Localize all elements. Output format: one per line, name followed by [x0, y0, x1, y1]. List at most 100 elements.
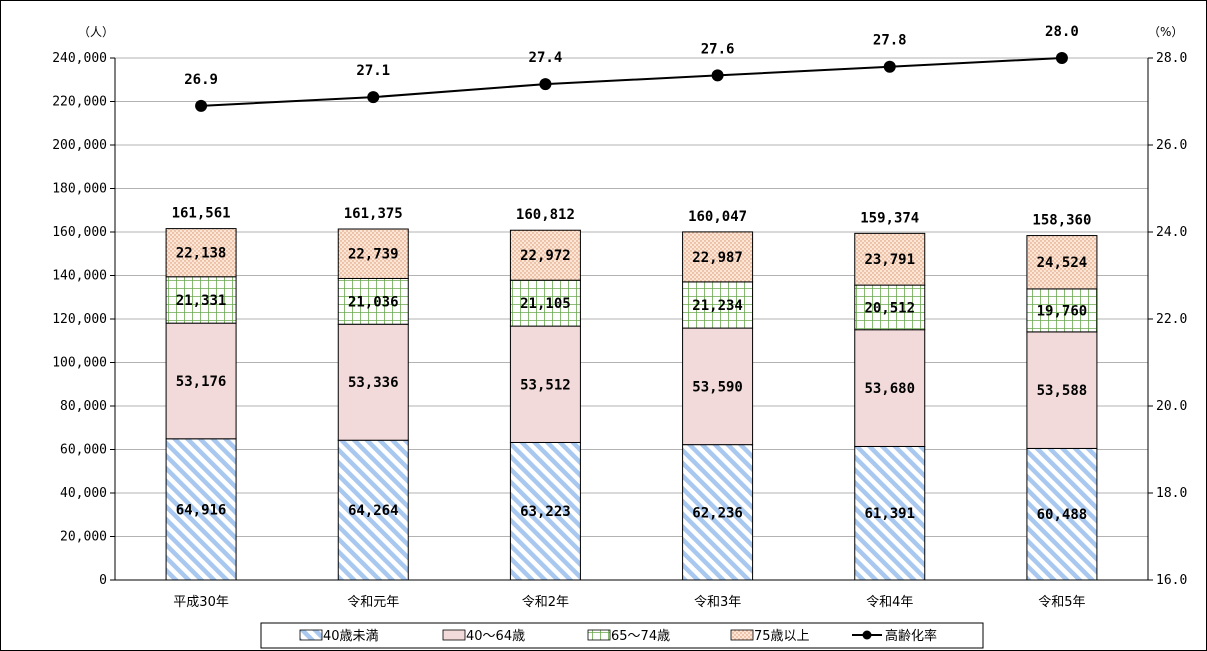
- y-left-tick-label: 240,000: [52, 51, 107, 66]
- legend-label: 65～74歳: [611, 629, 670, 644]
- segment-data-label: 22,739: [348, 247, 399, 263]
- aging-rate-data-label: 28.0: [1045, 24, 1079, 40]
- total-data-label: 159,374: [860, 210, 919, 226]
- bar-segment-4: [337, 228, 409, 279]
- bar-segment-2: [854, 329, 926, 447]
- y-left-unit: （人）: [78, 25, 114, 39]
- bars: [165, 228, 1098, 581]
- y-left-tick-label: 0: [99, 573, 107, 588]
- legend-swatch-pink: [442, 629, 466, 641]
- aging-rate-point: [883, 60, 896, 73]
- bar-segment-3: [1026, 288, 1098, 333]
- legend-swatch-stripes: [299, 629, 323, 641]
- y-right-tick-label: 24.0: [1156, 225, 1187, 240]
- segment-data-label: 64,916: [176, 502, 227, 518]
- segment-data-label: 53,512: [520, 377, 571, 393]
- segment-data-label: 22,972: [520, 248, 571, 264]
- segment-data-label: 20,512: [864, 300, 915, 316]
- aging-rate-data-label: 26.9: [184, 72, 218, 88]
- axes: 0 20,000 40,000 60,000 80,000 100,000 120,000 1…: [52, 51, 1187, 610]
- y-right-tick-label: 28.0: [1156, 51, 1187, 66]
- y-left-tick-label: 100,000: [52, 356, 107, 371]
- bar-segment-1: [337, 439, 409, 581]
- y-left-tick-label: 200,000: [52, 138, 107, 153]
- x-tick-label: 令和5年: [1038, 595, 1085, 610]
- legend-swatch-dots: [730, 629, 754, 641]
- data-labels: 64,916 53,176 21,331 22,138 161,561 64,264 53,…: [172, 24, 1092, 523]
- bar-segment-3: [509, 279, 581, 327]
- total-data-label: 161,375: [344, 206, 403, 222]
- y-left-tick-label: 160,000: [52, 225, 107, 240]
- y-left-tick-label: 140,000: [52, 269, 107, 284]
- segment-data-label: 53,590: [692, 379, 743, 395]
- bar-segment-1: [1026, 447, 1098, 581]
- legend-label: 40～64歳: [466, 629, 525, 644]
- bar-segment-3: [854, 284, 926, 331]
- aging-rate-point: [367, 91, 380, 104]
- bar-segment-3: [337, 277, 409, 325]
- bar-segment-4: [854, 232, 926, 286]
- bar-segment-2: [509, 325, 581, 443]
- bar-segment-1: [682, 444, 754, 581]
- segment-data-label: 21,234: [692, 298, 743, 314]
- segment-data-label: 62,236: [692, 505, 743, 521]
- bar-segment-1: [854, 445, 926, 581]
- legend: 40歳未満 40～64歳 65～74歳 75歳以上 高齢化率: [260, 622, 984, 649]
- segment-data-label: 53,680: [864, 381, 915, 397]
- aging-rate-point: [539, 78, 552, 91]
- segment-data-label: 53,176: [176, 374, 227, 390]
- aging-rate-data-label: 27.1: [356, 63, 390, 79]
- aging-rate-point: [711, 69, 724, 82]
- legend-label: 40歳未満: [323, 629, 379, 644]
- x-tick-label: 令和2年: [522, 595, 569, 610]
- segment-data-label: 23,791: [864, 252, 915, 268]
- aging-rate-line: [201, 57, 1062, 107]
- legend-item-65-74: 65～74歳: [587, 629, 670, 644]
- segment-data-label: 24,524: [1037, 255, 1088, 271]
- bar-segment-1: [509, 441, 581, 581]
- segment-data-label: 53,588: [1037, 383, 1088, 399]
- legend-swatch-grid: [587, 629, 611, 641]
- bar-segment-4: [1026, 235, 1098, 290]
- y-left-tick-label: 60,000: [60, 443, 107, 458]
- rate-line: [195, 52, 1068, 112]
- gridlines: [115, 57, 1148, 581]
- x-tick-label: 令和3年: [694, 595, 741, 610]
- segment-data-label: 60,488: [1037, 507, 1088, 523]
- y-right-tick-label: 22.0: [1156, 312, 1187, 327]
- segment-data-label: 21,105: [520, 296, 571, 312]
- total-data-label: 160,812: [516, 207, 575, 223]
- y-left-tick-label: 220,000: [52, 95, 107, 110]
- segment-data-label: 53,336: [348, 375, 399, 391]
- aging-rate-data-label: 27.8: [873, 33, 907, 49]
- segment-data-label: 22,138: [176, 246, 227, 262]
- y-right-tick-label: 18.0: [1156, 486, 1187, 501]
- legend-item-under40: 40歳未満: [299, 629, 379, 644]
- segment-data-label: 63,223: [520, 504, 571, 520]
- y-left-tick-label: 120,000: [52, 312, 107, 327]
- total-data-label: 158,360: [1032, 213, 1091, 229]
- bar-segment-2: [682, 327, 754, 446]
- legend-label: 高齢化率: [885, 628, 937, 644]
- legend-item-75plus: 75歳以上: [730, 629, 810, 644]
- x-tick-label: 令和元年: [347, 595, 399, 610]
- segment-data-label: 22,987: [692, 250, 743, 266]
- segment-data-label: 19,760: [1037, 303, 1088, 319]
- aging-rate-data-label: 27.6: [701, 41, 735, 57]
- total-data-label: 160,047: [688, 209, 747, 225]
- y-right-tick-label: 26.0: [1156, 138, 1187, 153]
- bar-segment-4: [165, 228, 237, 278]
- y-right-tick-label: 20.0: [1156, 399, 1187, 414]
- segment-data-label: 64,264: [348, 503, 399, 519]
- aging-rate-point: [195, 99, 208, 112]
- bar-segment-3: [682, 281, 754, 329]
- segment-data-label: 21,331: [176, 293, 227, 309]
- legend-marker: [862, 630, 872, 640]
- x-tick-label: 平成30年: [173, 595, 229, 610]
- legend-label: 75歳以上: [754, 629, 810, 644]
- aging-rate-point: [1055, 52, 1068, 64]
- bar-segment-1: [165, 438, 237, 581]
- aging-rate-data-label: 27.4: [529, 50, 563, 66]
